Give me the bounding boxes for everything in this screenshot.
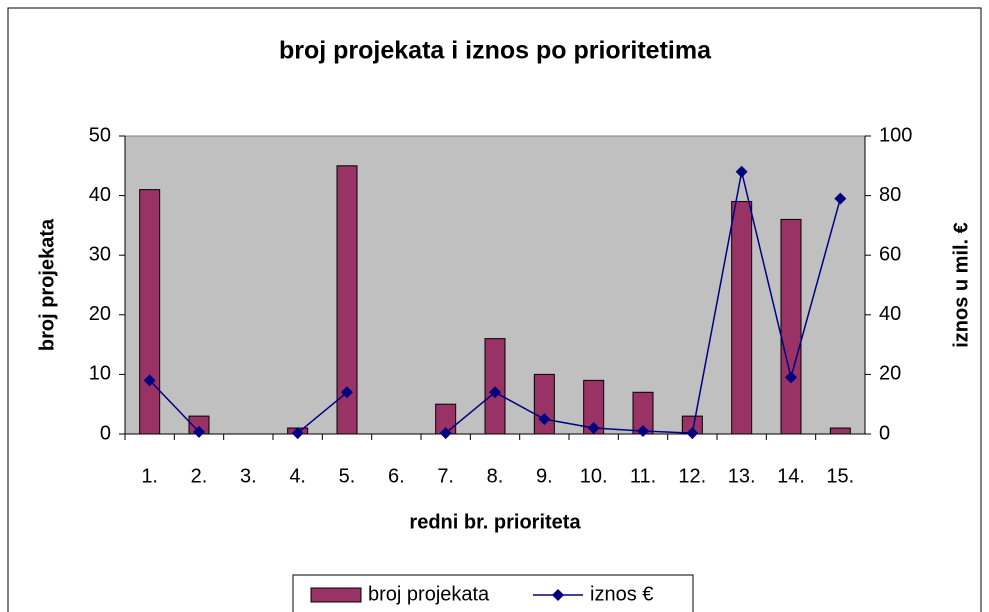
x-tick-label: 2. bbox=[191, 465, 208, 487]
x-tick-label: 6. bbox=[388, 465, 405, 487]
x-tick-label: 9. bbox=[536, 465, 553, 487]
marker bbox=[538, 413, 551, 426]
x-tick-label: 8. bbox=[487, 465, 504, 487]
y-tick-label: 20 bbox=[89, 303, 111, 325]
x-tick-label: 12. bbox=[678, 465, 706, 487]
bar bbox=[780, 218, 802, 435]
legend-marker bbox=[552, 589, 564, 601]
y-tick-label: 50 bbox=[89, 124, 111, 146]
x-tick-label: 7. bbox=[437, 465, 454, 487]
marker bbox=[143, 374, 156, 387]
marker bbox=[785, 371, 797, 384]
marker bbox=[193, 425, 205, 438]
bar bbox=[336, 165, 358, 435]
x-tick-label: 4. bbox=[289, 465, 306, 487]
y2-tick-label: 20 bbox=[879, 363, 901, 385]
legend-label: iznos € bbox=[590, 583, 653, 605]
x-tick-label: 3. bbox=[240, 465, 257, 487]
y2-tick-label: 60 bbox=[879, 243, 901, 265]
marker bbox=[834, 192, 847, 205]
x-axis-title: redni br. prioriteta bbox=[409, 511, 581, 533]
y2-tick-label: 80 bbox=[879, 184, 901, 206]
marker bbox=[735, 165, 748, 178]
y-axis-title: broj projekata bbox=[36, 218, 58, 351]
y2-axis-title: iznos u mil. € bbox=[950, 222, 972, 348]
x-tick-label: 13. bbox=[728, 465, 756, 487]
x-tick-label: 10. bbox=[580, 465, 608, 487]
bar bbox=[731, 201, 753, 435]
marker bbox=[587, 422, 600, 435]
marker bbox=[686, 427, 699, 440]
marker bbox=[489, 386, 501, 399]
y2-tick-label: 100 bbox=[879, 124, 912, 146]
y2-tick-label: 0 bbox=[879, 422, 890, 444]
marker bbox=[637, 425, 649, 438]
marker bbox=[439, 427, 452, 440]
legend-label: broj projekata bbox=[368, 583, 490, 605]
legend-swatch bbox=[310, 587, 362, 603]
x-tick-label: 1. bbox=[141, 465, 158, 487]
y-tick-label: 0 bbox=[100, 422, 111, 444]
bar bbox=[139, 189, 161, 435]
y-tick-label: 10 bbox=[89, 363, 111, 385]
bar bbox=[829, 427, 851, 435]
x-tick-label: 11. bbox=[630, 465, 656, 487]
x-tick-label: 15. bbox=[826, 465, 854, 487]
y2-tick-label: 40 bbox=[879, 303, 901, 325]
x-tick-label: 5. bbox=[339, 465, 356, 487]
y-tick-label: 40 bbox=[89, 184, 111, 206]
y-tick-label: 30 bbox=[89, 243, 111, 265]
marker bbox=[291, 427, 304, 440]
marker bbox=[341, 386, 353, 399]
x-tick-label: 14. bbox=[777, 465, 805, 487]
chart-title: broj projekata i iznos po prioritetima bbox=[279, 37, 712, 65]
